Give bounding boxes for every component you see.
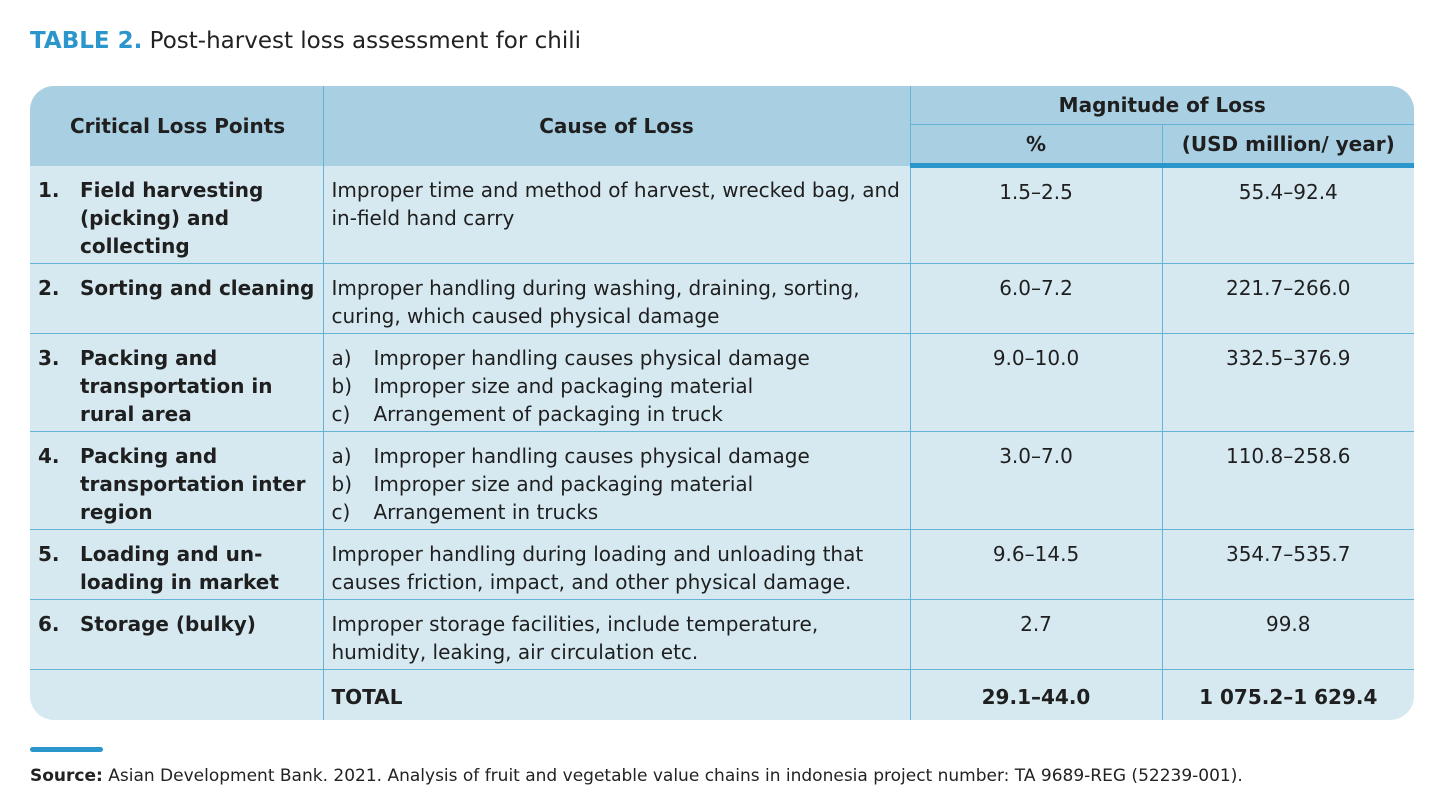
- table-row: 6. Storage (bulky) Improper storage facil…: [30, 598, 1414, 669]
- loss-point: Packing and transportation in rural area: [80, 345, 273, 426]
- usd-cell: 221.7–266.0: [1162, 262, 1414, 333]
- total-row: TOTAL 29.1–44.0 1 075.2–1 629.4: [30, 668, 1414, 720]
- source-label: Source:: [30, 766, 103, 786]
- loss-assessment-table: Critical Loss Points Cause of Loss Magni…: [30, 86, 1414, 720]
- cause-list-item: b) Improper size and packaging material: [331, 373, 754, 398]
- percent-cell: 9.6–14.5: [910, 528, 1163, 599]
- table-header: Critical Loss Points Cause of Loss Magni…: [30, 86, 1414, 168]
- table-row: 2. Sorting and cleaning Improper handling…: [30, 262, 1414, 333]
- usd-cell: 332.5–376.9: [1162, 332, 1414, 431]
- loss-point-cell: 2. Sorting and cleaning: [30, 262, 324, 333]
- loss-point-cell: 3. Packing and transportation in rural ar…: [30, 332, 324, 431]
- cause-cell: a) Improper handling causes physical dama…: [323, 430, 911, 529]
- usd-cell: 99.8: [1162, 598, 1414, 669]
- table-title: TABLE 2. Post-harvest loss assessment fo…: [30, 28, 581, 54]
- percent-cell: 9.0–10.0: [910, 332, 1163, 431]
- total-empty-cell: [30, 668, 324, 720]
- cause-cell: Improper time and method of harvest, wre…: [323, 165, 911, 263]
- loss-point-cell: 6. Storage (bulky): [30, 598, 324, 669]
- cause-list-item: c) Arrangement of packaging in truck: [331, 401, 723, 426]
- cause-list-item: b) Improper size and packaging material: [331, 471, 754, 496]
- table-number: TABLE 2.: [30, 28, 143, 54]
- table-row: 5. Loading and un-loading in market Impro…: [30, 528, 1414, 599]
- cause-cell: a) Improper handling causes physical dama…: [323, 332, 911, 431]
- row-number: 2.: [38, 275, 60, 300]
- loss-point: Packing and transportation inter region: [80, 443, 306, 524]
- percent-cell: 2.7: [910, 598, 1163, 669]
- table-row: 4. Packing and transportation inter regio…: [30, 430, 1414, 529]
- loss-point-cell: 1. Field harvesting (picking) and collect…: [30, 165, 324, 263]
- usd-cell: 110.8–258.6: [1162, 430, 1414, 529]
- cause-list-item: a) Improper handling causes physical dama…: [331, 345, 810, 370]
- source-divider: [30, 747, 103, 752]
- table-body: 1. Field harvesting (picking) and collect…: [30, 165, 1414, 720]
- loss-point-cell: 4. Packing and transportation inter regio…: [30, 430, 324, 529]
- cause-list-item: c) Arrangement in trucks: [331, 499, 599, 524]
- header-cause-of-loss: Cause of Loss: [323, 86, 911, 166]
- table-row: 1. Field harvesting (picking) and collect…: [30, 165, 1414, 263]
- loss-table-container: Critical Loss Points Cause of Loss Magni…: [30, 86, 1414, 720]
- loss-point: Loading and un-loading in market: [80, 541, 279, 594]
- percent-cell: 1.5–2.5: [910, 165, 1163, 263]
- row-number: 6.: [38, 611, 60, 636]
- table-caption: Post-harvest loss assessment for chili: [149, 28, 582, 54]
- total-percent: 29.1–44.0: [910, 668, 1163, 720]
- usd-cell: 55.4–92.4: [1238, 180, 1338, 204]
- table-row: 3. Packing and transportation in rural ar…: [30, 332, 1414, 431]
- row-number: 1.: [38, 177, 60, 202]
- percent-cell: 6.0–7.2: [910, 262, 1163, 333]
- total-usd: 1 075.2–1 629.4: [1162, 668, 1414, 720]
- row-number: 4.: [38, 443, 60, 468]
- source-text: Asian Development Bank. 2021. Analysis o…: [108, 766, 1243, 786]
- header-percent: %: [910, 124, 1163, 168]
- cause-cell: Improper handling during washing, draini…: [323, 262, 911, 333]
- header-usd: (USD million/ year): [1162, 124, 1414, 168]
- cause-list-item: a) Improper handling causes physical dama…: [331, 443, 810, 468]
- usd-cell: 354.7–535.7: [1162, 528, 1414, 599]
- loss-point: Storage (bulky): [80, 611, 256, 636]
- cause-cell: Improper handling during loading and unl…: [323, 528, 911, 599]
- header-critical-loss-points: Critical Loss Points: [30, 86, 324, 166]
- percent-cell: 3.0–7.0: [910, 430, 1163, 529]
- cause-cell: Improper storage facilities, include tem…: [323, 598, 911, 669]
- header-magnitude-of-loss: Magnitude of Loss: [910, 86, 1414, 125]
- row-number: 5.: [38, 541, 60, 566]
- row-number: 3.: [38, 345, 60, 370]
- source-note: Source: Asian Development Bank. 2021. An…: [30, 766, 1243, 786]
- loss-point: Sorting and cleaning: [80, 275, 315, 300]
- total-label: TOTAL: [323, 668, 911, 720]
- loss-point: Field harvesting (picking) and collectin…: [80, 177, 264, 258]
- loss-point-cell: 5. Loading and un-loading in market: [30, 528, 324, 599]
